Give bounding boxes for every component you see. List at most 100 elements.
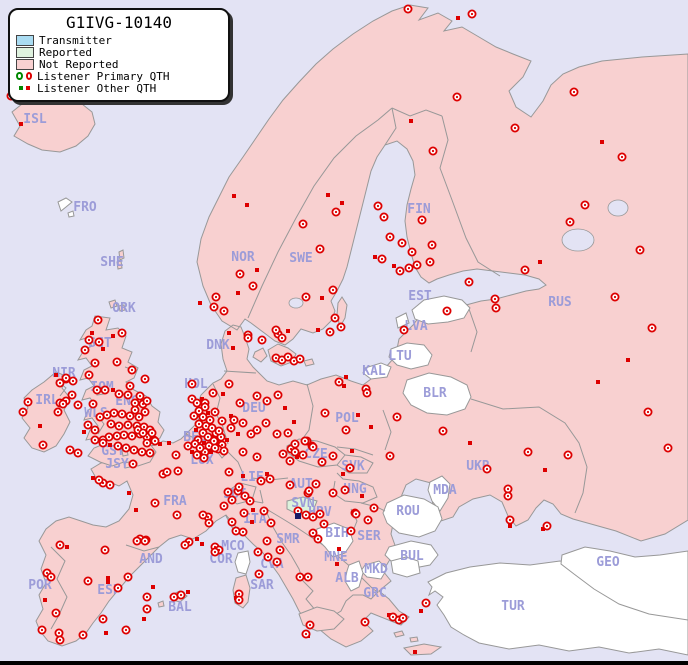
listener-primary-qth-marker-dot — [269, 521, 273, 525]
listener-primary-qth-marker-dot — [388, 454, 392, 458]
listener-primary-qth-marker-dot — [135, 539, 139, 543]
listener-primary-qth-marker-dot — [506, 494, 510, 498]
landmass-shetland-1 — [118, 249, 125, 261]
listener-primary-qth-marker-dot — [431, 149, 435, 153]
listener-other-qth-marker — [167, 441, 171, 445]
listener-primary-qth-marker-dot — [193, 442, 197, 446]
country-label-DEU: DEU — [242, 401, 266, 416]
legend-panel: G1IVG-10140 Transmitter Reported Not Rep… — [8, 8, 230, 102]
listener-primary-qth-marker-dot — [227, 470, 231, 474]
landmass-aegean-island-2 — [409, 636, 419, 643]
listener-primary-qth-marker-dot — [262, 509, 266, 513]
listener-other-qth-marker — [232, 194, 236, 198]
listener-primary-qth-marker-dot — [107, 435, 111, 439]
listener-primary-qth-marker-dot — [58, 381, 62, 385]
listener-primary-qth-marker-dot — [293, 442, 297, 446]
country-border — [247, 107, 393, 319]
listener-primary-qth-marker-dot — [179, 593, 183, 597]
listener-primary-qth-marker-dot — [241, 530, 245, 534]
listener-primary-qth-marker-dot — [195, 453, 199, 457]
listener-primary-qth-marker-dot — [222, 449, 226, 453]
country-label-FRO: FRO — [73, 200, 97, 215]
listener-primary-qth-marker-dot — [395, 415, 399, 419]
reported-swatch — [16, 46, 34, 58]
listener-primary-qth-marker-dot — [64, 376, 68, 380]
listener-primary-qth-marker-dot — [174, 453, 178, 457]
listener-primary-qth-marker-dot — [430, 243, 434, 247]
country-label-POL: POL — [335, 411, 359, 426]
listener-primary-qth-marker-dot — [105, 413, 109, 417]
listener-other-qth-marker — [195, 537, 199, 541]
listener-primary-qth-marker-dot — [103, 548, 107, 552]
listener-primary-qth-marker-dot — [26, 400, 30, 404]
listener-primary-qth-marker-dot — [268, 477, 272, 481]
listener-primary-qth-marker-dot — [148, 451, 152, 455]
listener-primary-qth-marker-dot — [109, 422, 113, 426]
listener-other-qth-marker — [286, 329, 290, 333]
listener-primary-qth-marker-dot — [366, 518, 370, 522]
country-KAL — [362, 362, 392, 380]
listener-primary-qth-marker-dot — [286, 431, 290, 435]
country-EST — [411, 295, 471, 325]
listener-primary-qth-marker-dot — [130, 368, 134, 372]
country-border — [227, 451, 245, 477]
listener-primary-qth-marker-dot — [70, 393, 74, 397]
listener-primary-qth-marker-dot — [646, 410, 650, 414]
green-square-icon — [18, 86, 23, 90]
listener-primary-qth-marker-dot — [348, 466, 352, 470]
country-border — [468, 308, 478, 353]
legend-row-not-reported: Not Reported — [16, 58, 222, 71]
listener-primary-qth-marker-dot — [122, 433, 126, 437]
listener-primary-qth-marker-dot — [650, 326, 654, 330]
listener-primary-qth-marker-dot — [344, 428, 348, 432]
listener-primary-qth-marker-dot — [87, 373, 91, 377]
country-border — [125, 544, 160, 552]
listener-primary-qth-marker-dot — [666, 446, 670, 450]
country-label-SAR: SAR — [250, 578, 274, 593]
listener-primary-qth-marker-dot — [208, 418, 212, 422]
listener-primary-qth-marker-dot — [339, 325, 343, 329]
listener-primary-qth-marker-dot — [86, 579, 90, 583]
listener-other-qth-marker — [419, 609, 423, 613]
country-GEO — [560, 546, 688, 621]
listener-other-qth-marker — [65, 545, 69, 549]
listener-primary-qth-marker-dot — [120, 412, 124, 416]
listener-primary-qth-marker-dot — [286, 355, 290, 359]
listener-primary-qth-marker-dot — [249, 432, 253, 436]
listener-primary-qth-marker-dot — [260, 338, 264, 342]
country-label-ROU: ROU — [396, 504, 420, 519]
listener-primary-qth-marker-dot — [97, 478, 101, 482]
listener-other-qth-marker — [236, 291, 240, 295]
listener-other-qth-marker — [190, 450, 194, 454]
listener-primary-qth-marker-dot — [214, 295, 218, 299]
listener-primary-qth-marker-dot — [257, 572, 261, 576]
listener-primary-qth-marker-dot — [337, 380, 341, 384]
listener-primary-qth-marker-dot — [401, 616, 405, 620]
listener-primary-qth-marker-dot — [568, 220, 572, 224]
landmass-ibiza — [157, 600, 165, 608]
listener-primary-qth-marker-dot — [251, 284, 255, 288]
listener-primary-qth-marker-dot — [298, 575, 302, 579]
listener-other-qth-marker — [91, 476, 95, 480]
listener-primary-qth-marker-dot — [145, 399, 149, 403]
listener-primary-qth-marker-dot — [143, 539, 147, 543]
country-border — [223, 370, 257, 374]
listener-primary-qth-marker-dot — [523, 268, 527, 272]
country-label-SMR: SMR — [276, 532, 300, 547]
landmass-bornholm — [303, 358, 315, 367]
listener-other-qth-marker — [106, 576, 110, 580]
listener-other-qth-marker — [43, 598, 47, 602]
listener-primary-qth-marker-dot — [117, 424, 121, 428]
legend-row-reported: Reported — [16, 46, 222, 59]
listener-primary-qth-marker-dot — [150, 431, 154, 435]
listener-primary-qth-marker-dot — [101, 617, 105, 621]
listener-primary-qth-marker-dot — [40, 628, 44, 632]
listener-primary-qth-marker-dot — [133, 408, 137, 412]
listener-primary-qth-marker-dot — [410, 250, 414, 254]
listener-primary-qth-marker-dot — [176, 469, 180, 473]
legend-row-transmitter: Transmitter — [16, 34, 222, 47]
listener-primary-qth-marker-dot — [248, 499, 252, 503]
listener-primary-qth-marker-dot — [304, 513, 308, 517]
listener-primary-qth-marker-dot — [201, 431, 205, 435]
listener-primary-qth-marker-dot — [112, 411, 116, 415]
